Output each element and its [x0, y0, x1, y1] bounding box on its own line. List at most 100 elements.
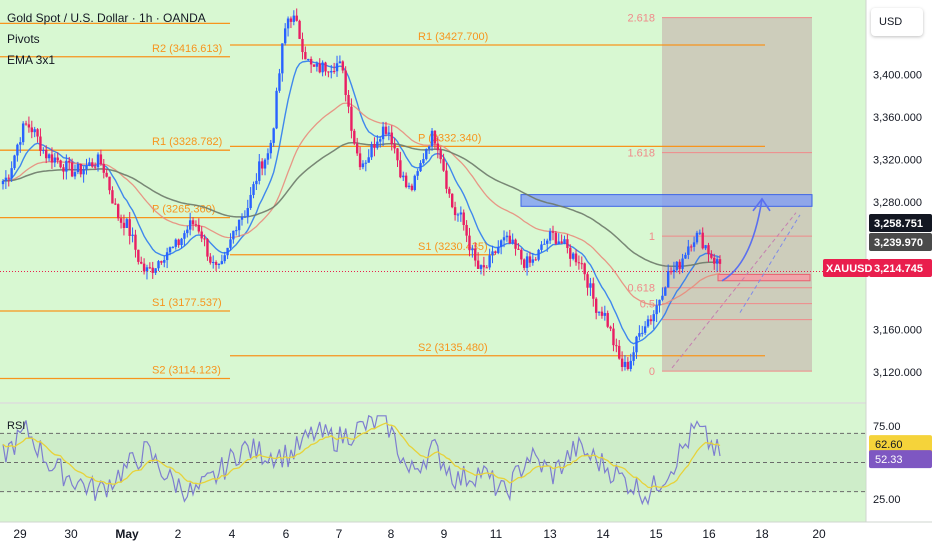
candle-body[interactable] — [151, 267, 154, 273]
candle-body[interactable] — [393, 144, 396, 149]
candle-body[interactable] — [583, 263, 586, 275]
trend-line-pink[interactable] — [671, 212, 797, 369]
candle-body[interactable] — [298, 20, 301, 39]
candle-body[interactable] — [246, 208, 249, 217]
candle-body[interactable] — [514, 239, 517, 249]
candle-body[interactable] — [174, 239, 177, 247]
candle-body[interactable] — [497, 247, 500, 254]
candle-body[interactable] — [96, 154, 100, 168]
candle-body[interactable] — [76, 163, 80, 173]
candle-body[interactable] — [609, 326, 612, 329]
candle-body[interactable] — [44, 149, 48, 159]
candle-body[interactable] — [618, 345, 621, 359]
candle-body[interactable] — [10, 168, 13, 179]
candle-body[interactable] — [419, 163, 422, 172]
candle-body[interactable] — [505, 235, 509, 238]
candle-body[interactable] — [615, 345, 618, 347]
candle-body[interactable] — [272, 128, 275, 143]
candle-body[interactable] — [180, 238, 183, 246]
candle-body[interactable] — [698, 232, 702, 234]
candle-body[interactable] — [252, 184, 255, 195]
candle-body[interactable] — [407, 185, 411, 188]
candle-body[interactable] — [710, 253, 713, 258]
candle-body[interactable] — [482, 265, 486, 268]
candle-body[interactable] — [649, 319, 653, 322]
candle-body[interactable] — [353, 130, 356, 144]
candle-body[interactable] — [704, 245, 707, 249]
candle-body[interactable] — [459, 212, 463, 215]
candle-body[interactable] — [476, 260, 480, 269]
candle-body[interactable] — [286, 18, 290, 29]
candle-body[interactable] — [281, 43, 284, 74]
candle-body[interactable] — [165, 252, 169, 261]
candle-body[interactable] — [53, 157, 57, 163]
candle-body[interactable] — [499, 240, 503, 248]
candle-body[interactable] — [687, 246, 690, 255]
candle-body[interactable] — [707, 245, 710, 254]
candle-body[interactable] — [140, 261, 143, 264]
candle-body[interactable] — [258, 161, 261, 181]
candle-body[interactable] — [36, 129, 39, 137]
candle-body[interactable] — [128, 219, 131, 236]
candle-body[interactable] — [373, 144, 376, 148]
candle-body[interactable] — [577, 262, 581, 264]
candle-body[interactable] — [404, 175, 408, 188]
candle-body[interactable] — [134, 234, 137, 250]
candle-body[interactable] — [217, 264, 221, 266]
candle-body[interactable] — [715, 259, 719, 264]
candle-body[interactable] — [289, 18, 293, 22]
candle-body[interactable] — [307, 58, 310, 60]
candle-body[interactable] — [116, 204, 120, 219]
candle-body[interactable] — [376, 141, 379, 148]
candle-body[interactable] — [546, 240, 549, 244]
indicator-pivots-label[interactable]: Pivots — [7, 32, 40, 46]
candle-body[interactable] — [678, 261, 681, 269]
candle-body[interactable] — [692, 242, 696, 247]
candle-body[interactable] — [479, 265, 483, 269]
candle-body[interactable] — [623, 361, 627, 367]
candle-body[interactable] — [47, 154, 51, 159]
candle-body[interactable] — [99, 154, 103, 165]
candle-body[interactable] — [520, 249, 523, 260]
candle-body[interactable] — [160, 261, 163, 263]
candle-body[interactable] — [220, 261, 224, 265]
candle-body[interactable] — [597, 311, 601, 313]
candle-body[interactable] — [580, 263, 583, 265]
candle-body[interactable] — [666, 271, 670, 288]
candle-body[interactable] — [517, 248, 520, 250]
candle-body[interactable] — [655, 305, 658, 315]
candle-body[interactable] — [701, 232, 704, 249]
candle-body[interactable] — [364, 162, 368, 164]
candle-body[interactable] — [42, 149, 45, 151]
candle-body[interactable] — [560, 241, 563, 244]
candle-body[interactable] — [416, 171, 419, 176]
candle-body[interactable] — [436, 143, 440, 151]
candle-body[interactable] — [229, 239, 232, 248]
candle-body[interactable] — [30, 127, 33, 133]
candle-body[interactable] — [194, 224, 198, 226]
price-tag[interactable] — [869, 259, 932, 277]
candle-body[interactable] — [629, 360, 632, 369]
candle-body[interactable] — [474, 248, 477, 261]
candle-body[interactable] — [485, 267, 488, 269]
candle-body[interactable] — [522, 259, 526, 268]
candle-body[interactable] — [347, 94, 350, 107]
price-tag[interactable] — [869, 214, 932, 232]
candle-body[interactable] — [439, 150, 442, 160]
candle-body[interactable] — [612, 328, 615, 346]
candle-body[interactable] — [163, 260, 166, 263]
candle-body[interactable] — [600, 311, 604, 316]
indicator-ema-label[interactable]: EMA 3x1 — [7, 53, 56, 67]
candle-body[interactable] — [713, 257, 716, 264]
currency-button[interactable]: USD — [871, 8, 923, 36]
candle-body[interactable] — [690, 246, 693, 248]
candle-body[interactable] — [603, 313, 607, 316]
candle-body[interactable] — [571, 253, 575, 259]
candle-body[interactable] — [157, 261, 160, 269]
candle-body[interactable] — [664, 287, 667, 296]
candle-body[interactable] — [641, 332, 644, 334]
candle-body[interactable] — [321, 62, 324, 73]
candle-body[interactable] — [200, 231, 203, 239]
candle-body[interactable] — [263, 159, 267, 169]
candle-body[interactable] — [65, 160, 68, 172]
